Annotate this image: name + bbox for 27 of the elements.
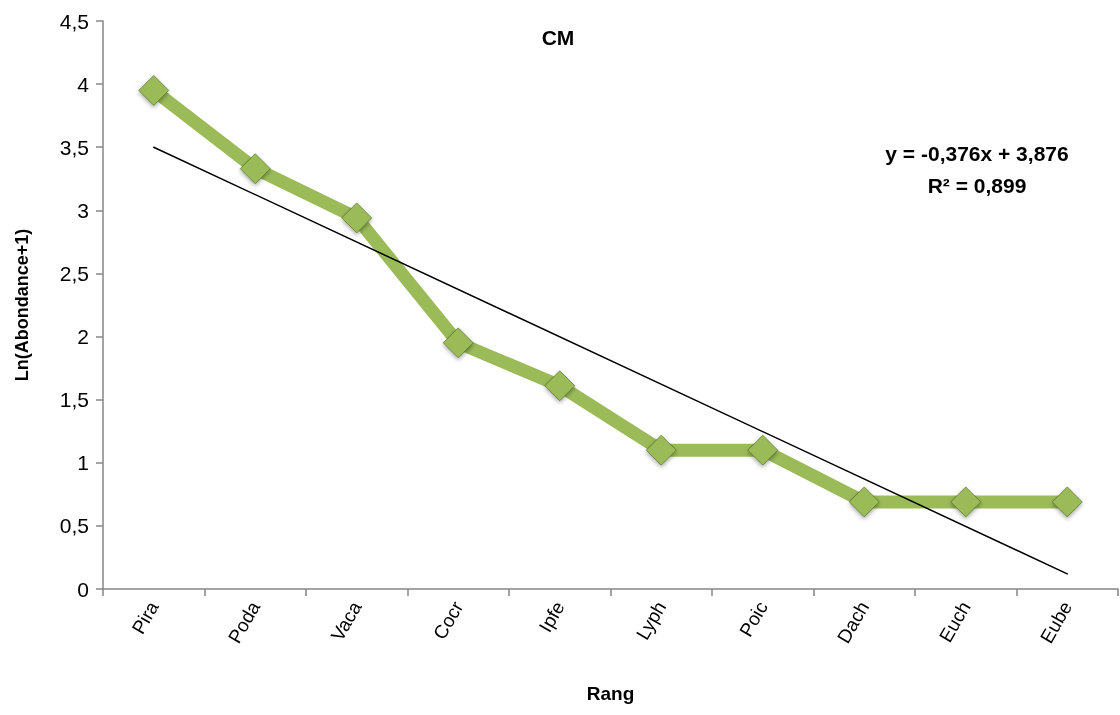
point	[747, 434, 779, 466]
y-tick-label: 4,5	[59, 9, 89, 33]
y-tick-label: 2,5	[59, 261, 89, 285]
y-tick-label: 3,5	[59, 135, 89, 159]
point	[544, 370, 576, 402]
y-tick-label: 1,5	[59, 388, 89, 412]
point	[239, 153, 271, 185]
point	[848, 486, 880, 518]
point	[341, 202, 373, 234]
x-tick-label: Ipfe	[534, 597, 569, 636]
point	[442, 327, 474, 359]
y-tick-label: 2	[77, 325, 89, 349]
x-axis-title: Rang	[586, 683, 635, 704]
point	[950, 486, 982, 518]
annotation: y = -0,376x + 3,876	[885, 142, 1069, 165]
point	[1051, 486, 1083, 518]
y-tick-label: 0,5	[59, 514, 89, 538]
y-tick-label: 3	[77, 198, 89, 222]
chart-title: CM	[541, 26, 575, 49]
point	[645, 434, 677, 466]
point	[138, 74, 170, 106]
y-tick-label: 0	[77, 577, 89, 601]
x-tick-label: Pira	[127, 597, 164, 638]
y-axis-title: Ln(Abondance+1)	[12, 228, 32, 382]
y-tick-label: 1	[77, 451, 89, 475]
y-tick-label: 4	[77, 72, 90, 96]
annotation: R² = 0,899	[927, 174, 1027, 197]
